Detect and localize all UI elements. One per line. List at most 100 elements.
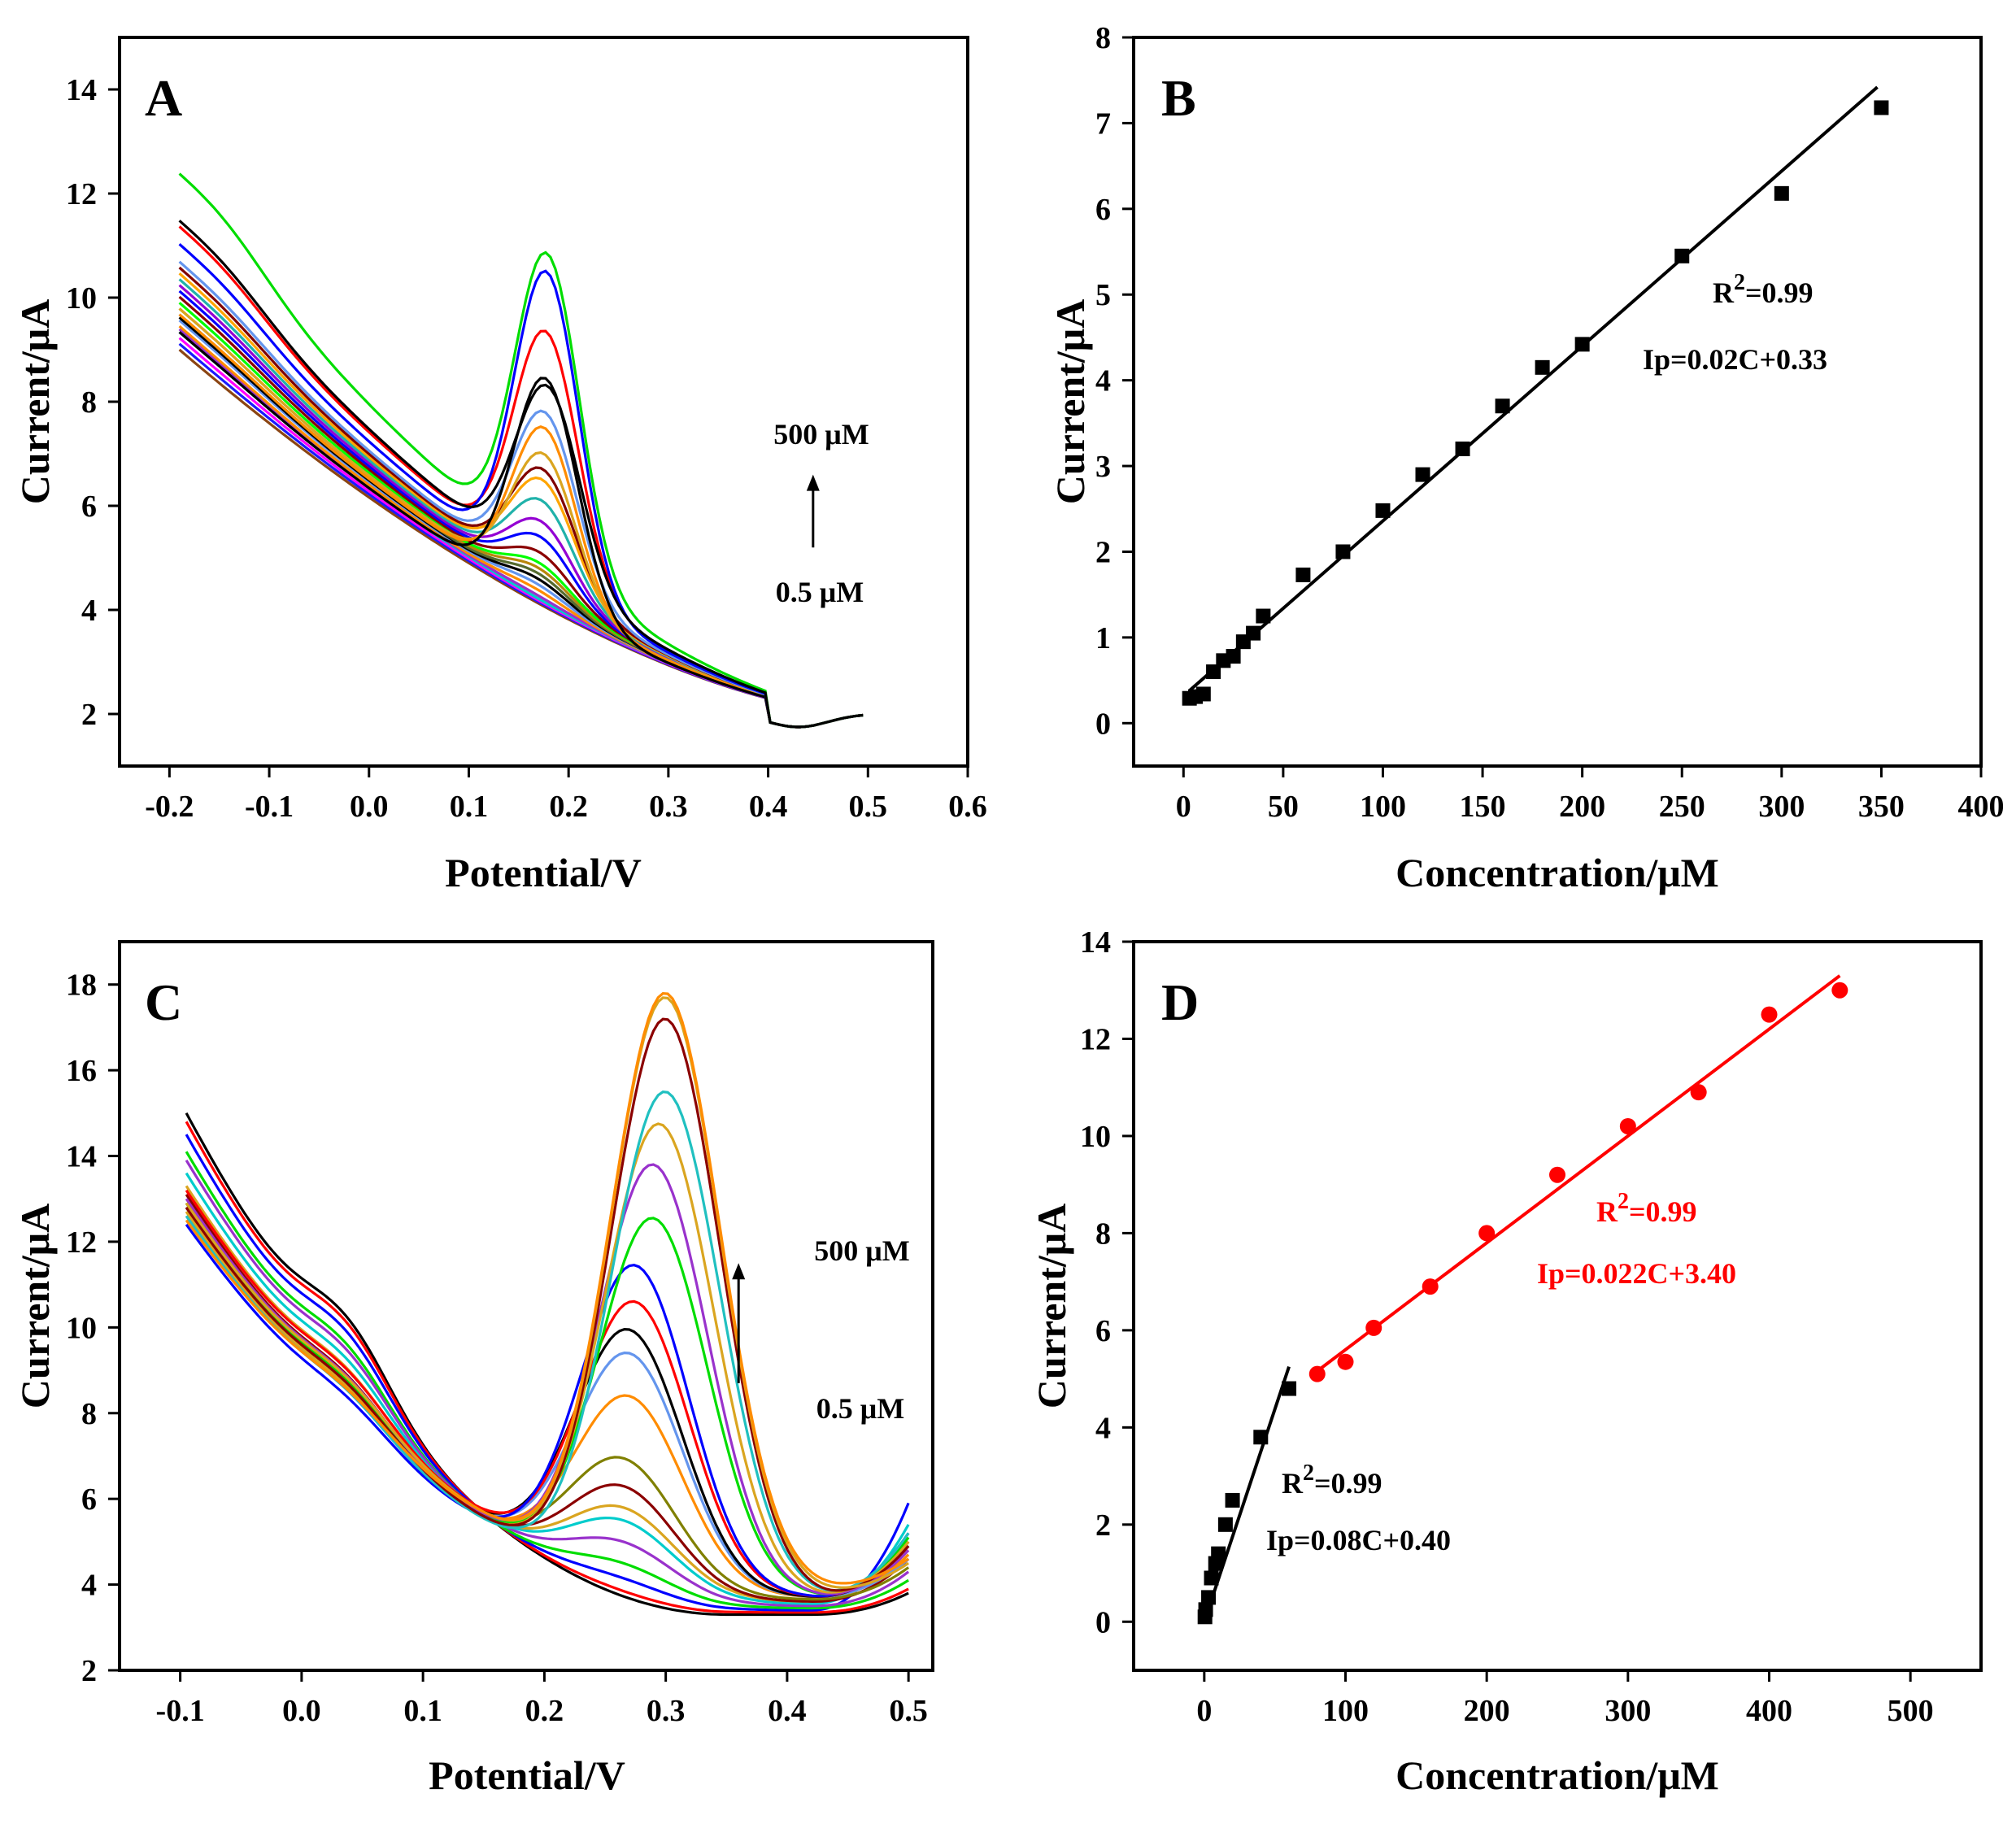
- panel-d-x-tick-label: 0: [1196, 1694, 1212, 1728]
- panel-a-y-tick-label: 14: [66, 73, 97, 107]
- panel-b-x-tick-label: 400: [1958, 790, 2005, 824]
- panel-b-data-point: [1195, 686, 1211, 702]
- panel-a-x-axis-label: Potential/V: [445, 850, 642, 895]
- panel-b-plot-frame: [1132, 36, 1983, 768]
- panel-d-r2-low-prefix: R: [1282, 1467, 1304, 1500]
- panel-d-data-point-high: [1619, 1117, 1636, 1134]
- panel-b-r2-sup: 2: [1734, 270, 1745, 295]
- panel-b-data-point: [1874, 100, 1889, 115]
- panel-c-y-ticks: 2 4 6 8 10 12 14 16 18: [66, 969, 120, 1688]
- panel-a: A -0.2 -0.1 0.0 0.1 0.2 0.3 0.4 0.5 0.6 2 4 6 8 10 12…: [12, 36, 987, 895]
- panel-a-annotation-top: 500 μM: [773, 418, 869, 451]
- panel-b-data-point: [1415, 467, 1430, 482]
- panel-d-r2-high-value: =0.99: [1629, 1195, 1697, 1228]
- panel-d-y-tick-label: 8: [1095, 1217, 1111, 1251]
- panel-d-x-tick-label: 400: [1746, 1694, 1792, 1728]
- panel-c-x-axis-label: Potential/V: [429, 1752, 625, 1798]
- panel-c-series-line: [185, 1223, 910, 1598]
- panel-c-y-axis-label: Current/μA: [12, 1204, 58, 1408]
- panel-b-data-point: [1495, 398, 1510, 414]
- panel-a-y-tick-label: 6: [81, 490, 97, 524]
- panel-d-data-point-low: [1201, 1590, 1217, 1605]
- panel-a-series-line: [178, 289, 864, 729]
- panel-b-x-tick-label: 50: [1268, 790, 1299, 824]
- panel-c: C -0.1 0.0 0.1 0.2 0.3 0.4 0.5 24681012141618 …: [12, 940, 934, 1798]
- panel-d-data-point-high: [1337, 1353, 1354, 1370]
- panel-d-r2-low-value: =0.99: [1314, 1467, 1382, 1500]
- panel-c-series-line: [185, 1112, 909, 1617]
- panel-b-data-point: [1335, 544, 1351, 559]
- panel-d-data-point-high: [1308, 1365, 1326, 1382]
- panel-d-y-tick-label: 14: [1080, 925, 1111, 960]
- panel-a-x-tick-label: 0.1: [450, 790, 489, 824]
- panel-c-y-tick-label: 4: [81, 1569, 97, 1603]
- panel-b-x-tick-label: 350: [1858, 790, 1905, 824]
- panel-d-letter: D: [1161, 973, 1199, 1031]
- panel-b-points: [1182, 100, 1889, 706]
- panel-d-r2-high: R2=0.99: [1596, 1189, 1697, 1228]
- panel-d-r2-high-sup: 2: [1618, 1189, 1629, 1214]
- panel-b-data-point: [1574, 337, 1590, 352]
- panel-d-y-tick-label: 2: [1095, 1508, 1111, 1543]
- panel-b-y-tick-label: 7: [1095, 107, 1111, 141]
- panel-a-y-tick-label: 12: [66, 177, 97, 211]
- panel-a-series-line: [178, 324, 864, 729]
- panel-a-y-tick-label: 2: [81, 698, 97, 732]
- panel-a-series-line: [178, 331, 864, 729]
- panel-c-annotation-bottom: 0.5 μM: [816, 1392, 904, 1425]
- panel-d-data-point-low: [1211, 1546, 1226, 1561]
- panel-c-y-tick-label: 18: [66, 969, 97, 1003]
- panel-c-x-ticks: -0.1 0.0 0.1 0.2 0.3 0.4 0.5: [156, 1670, 928, 1728]
- panel-b-y-tick-label: 3: [1095, 450, 1111, 484]
- panel-b-x-tick-label: 250: [1659, 790, 1705, 824]
- panel-b-r2-value: =0.99: [1745, 276, 1814, 309]
- panel-b-data-point: [1674, 248, 1690, 263]
- panel-d-fit-line-high: [1308, 974, 1841, 1378]
- panel-a-x-ticks: -0.2 -0.1 0.0 0.1 0.2 0.3 0.4 0.5 0.6: [145, 766, 987, 824]
- panel-a-y-tick-label: 4: [81, 594, 97, 628]
- panel-c-arrowhead: [732, 1263, 746, 1280]
- panel-c-y-tick-label: 12: [66, 1225, 97, 1260]
- panel-c-y-tick-label: 10: [66, 1311, 97, 1345]
- panel-a-x-tick-label: 0.6: [948, 790, 987, 824]
- panel-d-x-axis-label: Concentration/μM: [1396, 1752, 1719, 1798]
- panel-d-data-point-high: [1422, 1278, 1439, 1295]
- panel-b-y-axis-label: Current/μA: [1047, 299, 1093, 504]
- panel-a-x-tick-label: -0.1: [245, 790, 294, 824]
- panel-d-equation-low: Ip=0.08C+0.40: [1266, 1524, 1451, 1556]
- panel-b-data-point: [1774, 185, 1789, 201]
- panel-b-data-point: [1226, 649, 1241, 664]
- panel-c-x-tick-label: 0.2: [525, 1694, 564, 1728]
- panel-b-y-tick-label: 2: [1095, 535, 1111, 569]
- panel-d-data-point-low: [1253, 1430, 1269, 1445]
- panel-a-y-tick-label: 8: [81, 385, 97, 420]
- panel-d-data-point-low: [1225, 1492, 1240, 1508]
- panel-d-data-point-high: [1831, 982, 1848, 999]
- panel-d-r2-low: R2=0.99: [1282, 1461, 1382, 1500]
- panel-a-x-tick-label: 0.5: [849, 790, 888, 824]
- panel-a-series-line: [178, 260, 864, 729]
- panel-c-annotation-top: 500 μM: [814, 1234, 909, 1267]
- panel-c-series-line: [185, 1202, 910, 1595]
- panel-b-x-ticks: 0 50 100 150 200 250 300 350 400: [1176, 766, 2005, 824]
- panel-c-series-line: [185, 1194, 910, 1604]
- panel-b-data-point: [1295, 567, 1311, 582]
- panel-d-y-tick-label: 10: [1080, 1120, 1111, 1154]
- panel-d-data-point-high: [1549, 1166, 1565, 1183]
- panel-a-series-line: [178, 295, 864, 729]
- panel-a-series-line: [178, 172, 864, 729]
- panel-c-x-tick-label: 0.0: [282, 1694, 321, 1728]
- panel-a-series-line: [178, 220, 864, 729]
- panel-c-series-line: [185, 992, 909, 1585]
- panel-b-r2: R2=0.99: [1713, 270, 1814, 309]
- panel-d-r2-low-sup: 2: [1303, 1461, 1314, 1486]
- panel-d-y-tick-label: 4: [1095, 1411, 1111, 1445]
- panel-d-r2-high-prefix: R: [1596, 1195, 1618, 1228]
- panel-c-series-line: [185, 1122, 910, 1594]
- panel-d-x-ticks: 0 100 200 300 400 500: [1196, 1670, 1934, 1728]
- panel-c-x-tick-label: 0.4: [768, 1694, 807, 1728]
- panel-c-y-tick-label: 2: [81, 1654, 97, 1688]
- panel-a-series-line: [178, 331, 864, 729]
- panel-b-data-point: [1246, 625, 1261, 641]
- panel-c-curves: [185, 992, 910, 1617]
